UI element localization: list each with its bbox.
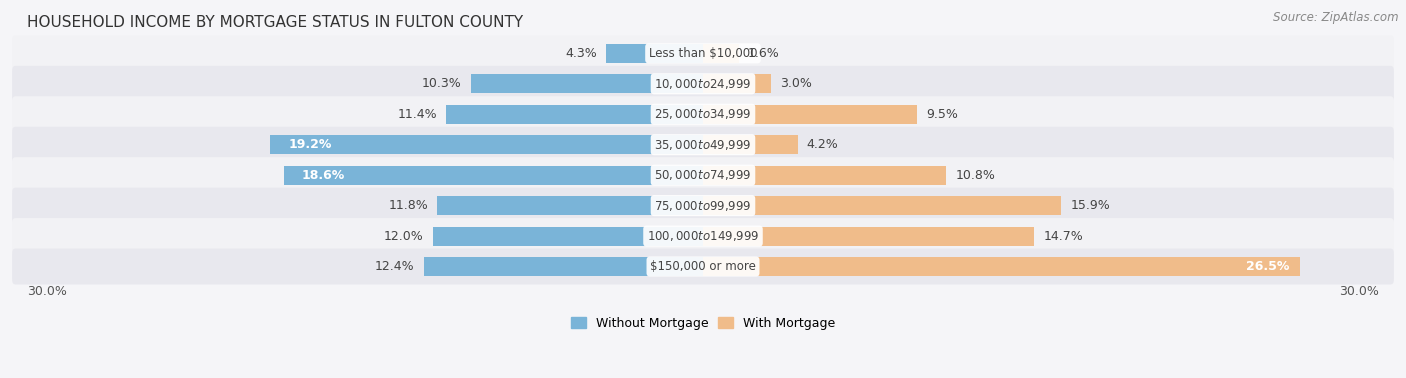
Text: 12.4%: 12.4% (375, 260, 415, 273)
Bar (284, 166, 703, 184)
Text: 15.9%: 15.9% (1070, 199, 1111, 212)
Bar (703, 257, 1301, 276)
Bar (703, 166, 946, 184)
Text: $100,000 to $149,999: $100,000 to $149,999 (647, 229, 759, 243)
Bar (606, 44, 703, 63)
Text: 14.7%: 14.7% (1043, 229, 1083, 243)
Text: 12.0%: 12.0% (384, 229, 423, 243)
Text: 26.5%: 26.5% (1246, 260, 1289, 273)
FancyBboxPatch shape (13, 157, 1393, 193)
Text: 19.2%: 19.2% (288, 138, 332, 151)
Text: 30.0%: 30.0% (27, 285, 66, 298)
FancyBboxPatch shape (13, 36, 1393, 71)
Bar (703, 44, 740, 63)
Text: 4.3%: 4.3% (565, 47, 598, 60)
FancyBboxPatch shape (13, 66, 1393, 102)
Text: $25,000 to $34,999: $25,000 to $34,999 (654, 107, 752, 121)
Bar (703, 196, 1062, 215)
Text: 4.2%: 4.2% (807, 138, 838, 151)
FancyBboxPatch shape (13, 96, 1393, 132)
FancyBboxPatch shape (13, 218, 1393, 254)
Text: 11.8%: 11.8% (388, 199, 427, 212)
Bar (703, 74, 770, 93)
Text: 18.6%: 18.6% (302, 169, 344, 182)
Bar (703, 227, 1035, 245)
FancyBboxPatch shape (13, 127, 1393, 163)
Text: 10.8%: 10.8% (956, 169, 995, 182)
Text: HOUSEHOLD INCOME BY MORTGAGE STATUS IN FULTON COUNTY: HOUSEHOLD INCOME BY MORTGAGE STATUS IN F… (27, 15, 523, 30)
Text: 10.3%: 10.3% (422, 77, 461, 90)
Bar (270, 135, 703, 154)
Text: Less than $10,000: Less than $10,000 (648, 47, 758, 60)
Text: 11.4%: 11.4% (398, 108, 437, 121)
Legend: Without Mortgage, With Mortgage: Without Mortgage, With Mortgage (565, 312, 841, 335)
Bar (433, 227, 703, 245)
Text: 3.0%: 3.0% (780, 77, 811, 90)
Text: 9.5%: 9.5% (927, 108, 957, 121)
Text: $10,000 to $24,999: $10,000 to $24,999 (654, 77, 752, 91)
Text: Source: ZipAtlas.com: Source: ZipAtlas.com (1274, 11, 1399, 24)
Text: $35,000 to $49,999: $35,000 to $49,999 (654, 138, 752, 152)
Bar (471, 74, 703, 93)
Bar (703, 135, 797, 154)
FancyBboxPatch shape (13, 187, 1393, 223)
Text: $50,000 to $74,999: $50,000 to $74,999 (654, 168, 752, 182)
Text: $150,000 or more: $150,000 or more (650, 260, 756, 273)
FancyBboxPatch shape (13, 249, 1393, 285)
Bar (703, 105, 917, 124)
Text: 30.0%: 30.0% (1340, 285, 1379, 298)
Bar (437, 196, 703, 215)
Text: $75,000 to $99,999: $75,000 to $99,999 (654, 198, 752, 212)
Bar (446, 105, 703, 124)
Text: 1.6%: 1.6% (748, 47, 780, 60)
Bar (423, 257, 703, 276)
